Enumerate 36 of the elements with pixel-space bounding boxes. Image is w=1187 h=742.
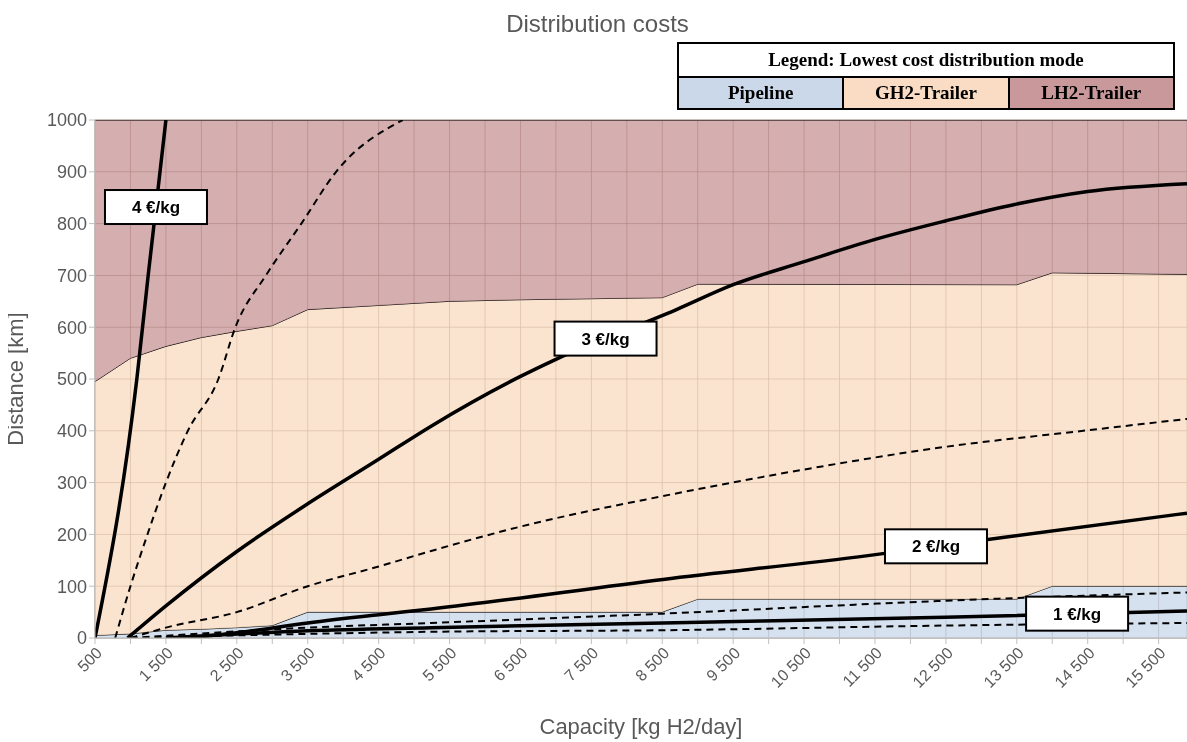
y-tick-label: 100 (56, 576, 87, 597)
y-tick-label: 600 (56, 317, 87, 338)
y-tick-label: 300 (56, 472, 87, 493)
annotation: 4 €/kg (131, 198, 181, 218)
x-tick-label: 6 500 (490, 644, 531, 685)
x-tick-label: 11 500 (839, 644, 886, 690)
x-axis-title: Capacity [kg H2/day] (539, 714, 743, 739)
annotation: 3 €/kg (581, 329, 630, 349)
x-tick-label: 5 500 (419, 644, 460, 685)
y-tick-label: 500 (56, 369, 87, 390)
x-tick-label: 2 500 (206, 644, 248, 685)
annotation: 1 €/kg (1052, 604, 1102, 624)
x-tick-label: 9 500 (703, 644, 744, 685)
x-tick-label: 4 500 (348, 644, 389, 685)
y-tick-label: 800 (56, 213, 87, 234)
chart-title: Distribution costs (505, 10, 690, 38)
text: GH2-Trailer (844, 78, 1008, 108)
x-tick-label: 12 500 (909, 644, 957, 691)
y-tick-label: 700 (56, 265, 87, 286)
series-label: LH2-Trailer (1009, 78, 1173, 108)
x-tick-label: 1 500 (135, 644, 177, 685)
annotation: 2 €/kg (911, 537, 961, 557)
x-tick-label: 14 500 (1051, 644, 1098, 691)
y-tick-label: 0 (76, 628, 87, 649)
x-tick-label: 15 500 (1122, 644, 1169, 691)
y-tick-label: 200 (56, 524, 87, 545)
x-tick-label: 7 500 (561, 644, 602, 685)
x-tick-label: 13 500 (980, 644, 1028, 691)
y-tick-label: 400 (56, 421, 87, 442)
x-tick-label: 10 500 (767, 644, 815, 691)
x-tick-label: 8 500 (632, 644, 673, 685)
y-tick-label: 1000 (46, 110, 87, 131)
x-tick-label: 3 500 (277, 644, 318, 685)
y-tick-label: 900 (56, 162, 87, 183)
legend-title: Legend: Lowest cost distribution mode (767, 48, 1085, 72)
text: Pipeline (679, 78, 843, 108)
